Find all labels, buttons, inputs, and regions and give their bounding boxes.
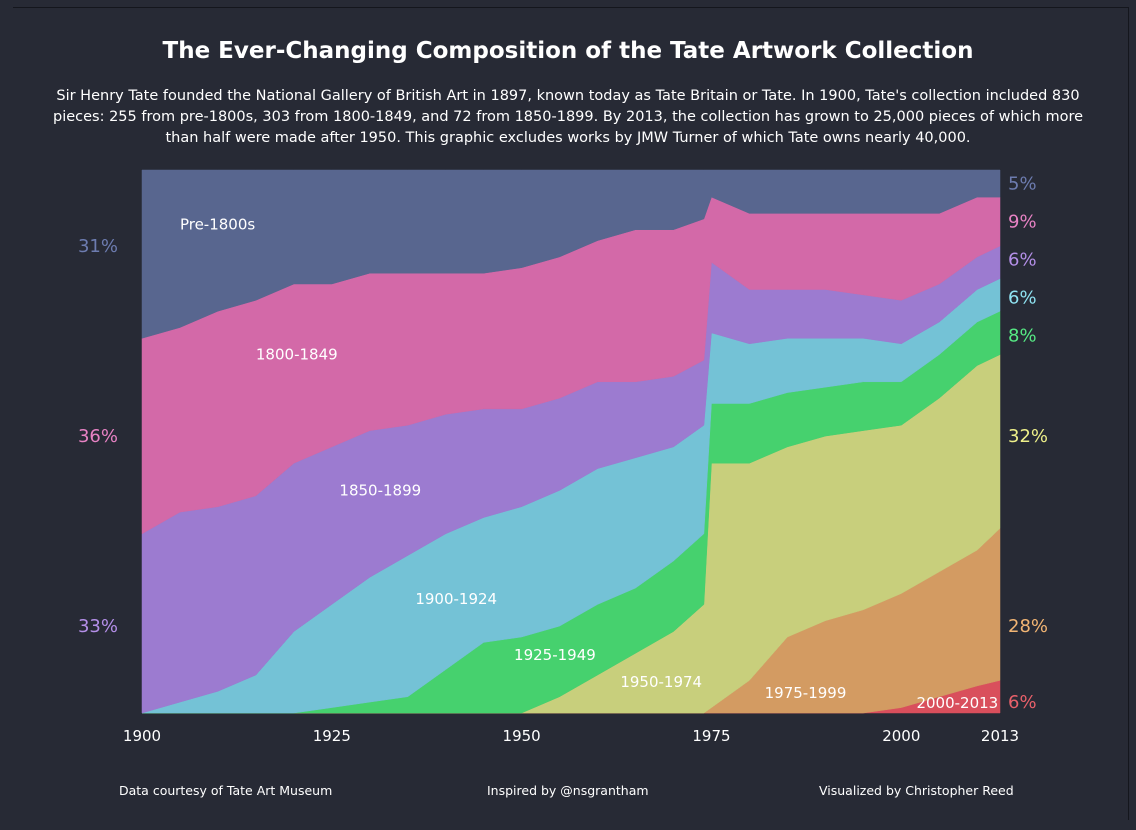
right-percent-label: 9% bbox=[1008, 212, 1037, 233]
chart-subtitle: Sir Henry Tate founded the National Gall… bbox=[52, 88, 1084, 146]
left-percent-label: 31% bbox=[78, 236, 118, 257]
area-label-1900-1924: 1900-1924 bbox=[415, 590, 497, 608]
area-layers bbox=[141, 169, 1001, 714]
credit-data-source: Data courtesy of Tate Art Museum bbox=[119, 783, 333, 798]
area-label-1975-1999: 1975-1999 bbox=[765, 684, 847, 702]
area-label-1800-1849: 1800-1849 bbox=[256, 346, 338, 364]
right-percent-label: 6% bbox=[1008, 288, 1037, 309]
x-tick-label: 1900 bbox=[123, 727, 161, 745]
area-label-pre-1800s: Pre-1800s bbox=[180, 215, 255, 233]
credit-inspiration: Inspired by @nsgrantham bbox=[487, 783, 649, 798]
right-percent-label: 5% bbox=[1008, 174, 1037, 195]
x-tick-label: 1975 bbox=[692, 727, 730, 745]
area-pre-1800s bbox=[141, 169, 1001, 339]
area-labels: Pre-1800s 1800-1849 1850-1899 1900-1924 1925… bbox=[180, 215, 998, 712]
x-tick-label: 1950 bbox=[503, 727, 541, 745]
x-axis: 1900 1925 1950 1975 2000 2013 bbox=[123, 727, 1019, 745]
right-percent-label: 6% bbox=[1008, 250, 1037, 271]
x-tick-label: 2013 bbox=[981, 727, 1019, 745]
area-label-2000-2013: 2000-2013 bbox=[916, 694, 998, 712]
right-percent-label: 28% bbox=[1008, 616, 1048, 637]
x-tick-label: 2000 bbox=[882, 727, 920, 745]
percent-labels: 31% 36% 33% 5% 9% 6% 6% 8% 32% 28% 6% bbox=[78, 174, 1048, 714]
left-percent-label: 33% bbox=[78, 616, 118, 637]
figure-frame bbox=[13, 7, 1129, 820]
credit-author: Visualized by Christopher Reed bbox=[819, 783, 1014, 798]
area-label-1850-1899: 1850-1899 bbox=[339, 481, 421, 499]
area-label-1925-1949: 1925-1949 bbox=[514, 646, 596, 664]
area-label-1950-1974: 1950-1974 bbox=[620, 673, 702, 691]
right-percent-label: 6% bbox=[1008, 692, 1037, 713]
chart-title: The Ever-Changing Composition of the Tat… bbox=[162, 38, 974, 64]
x-tick-label: 1925 bbox=[313, 727, 351, 745]
right-percent-label: 32% bbox=[1008, 426, 1048, 447]
left-percent-label: 36% bbox=[78, 426, 118, 447]
right-percent-label: 8% bbox=[1008, 326, 1037, 347]
